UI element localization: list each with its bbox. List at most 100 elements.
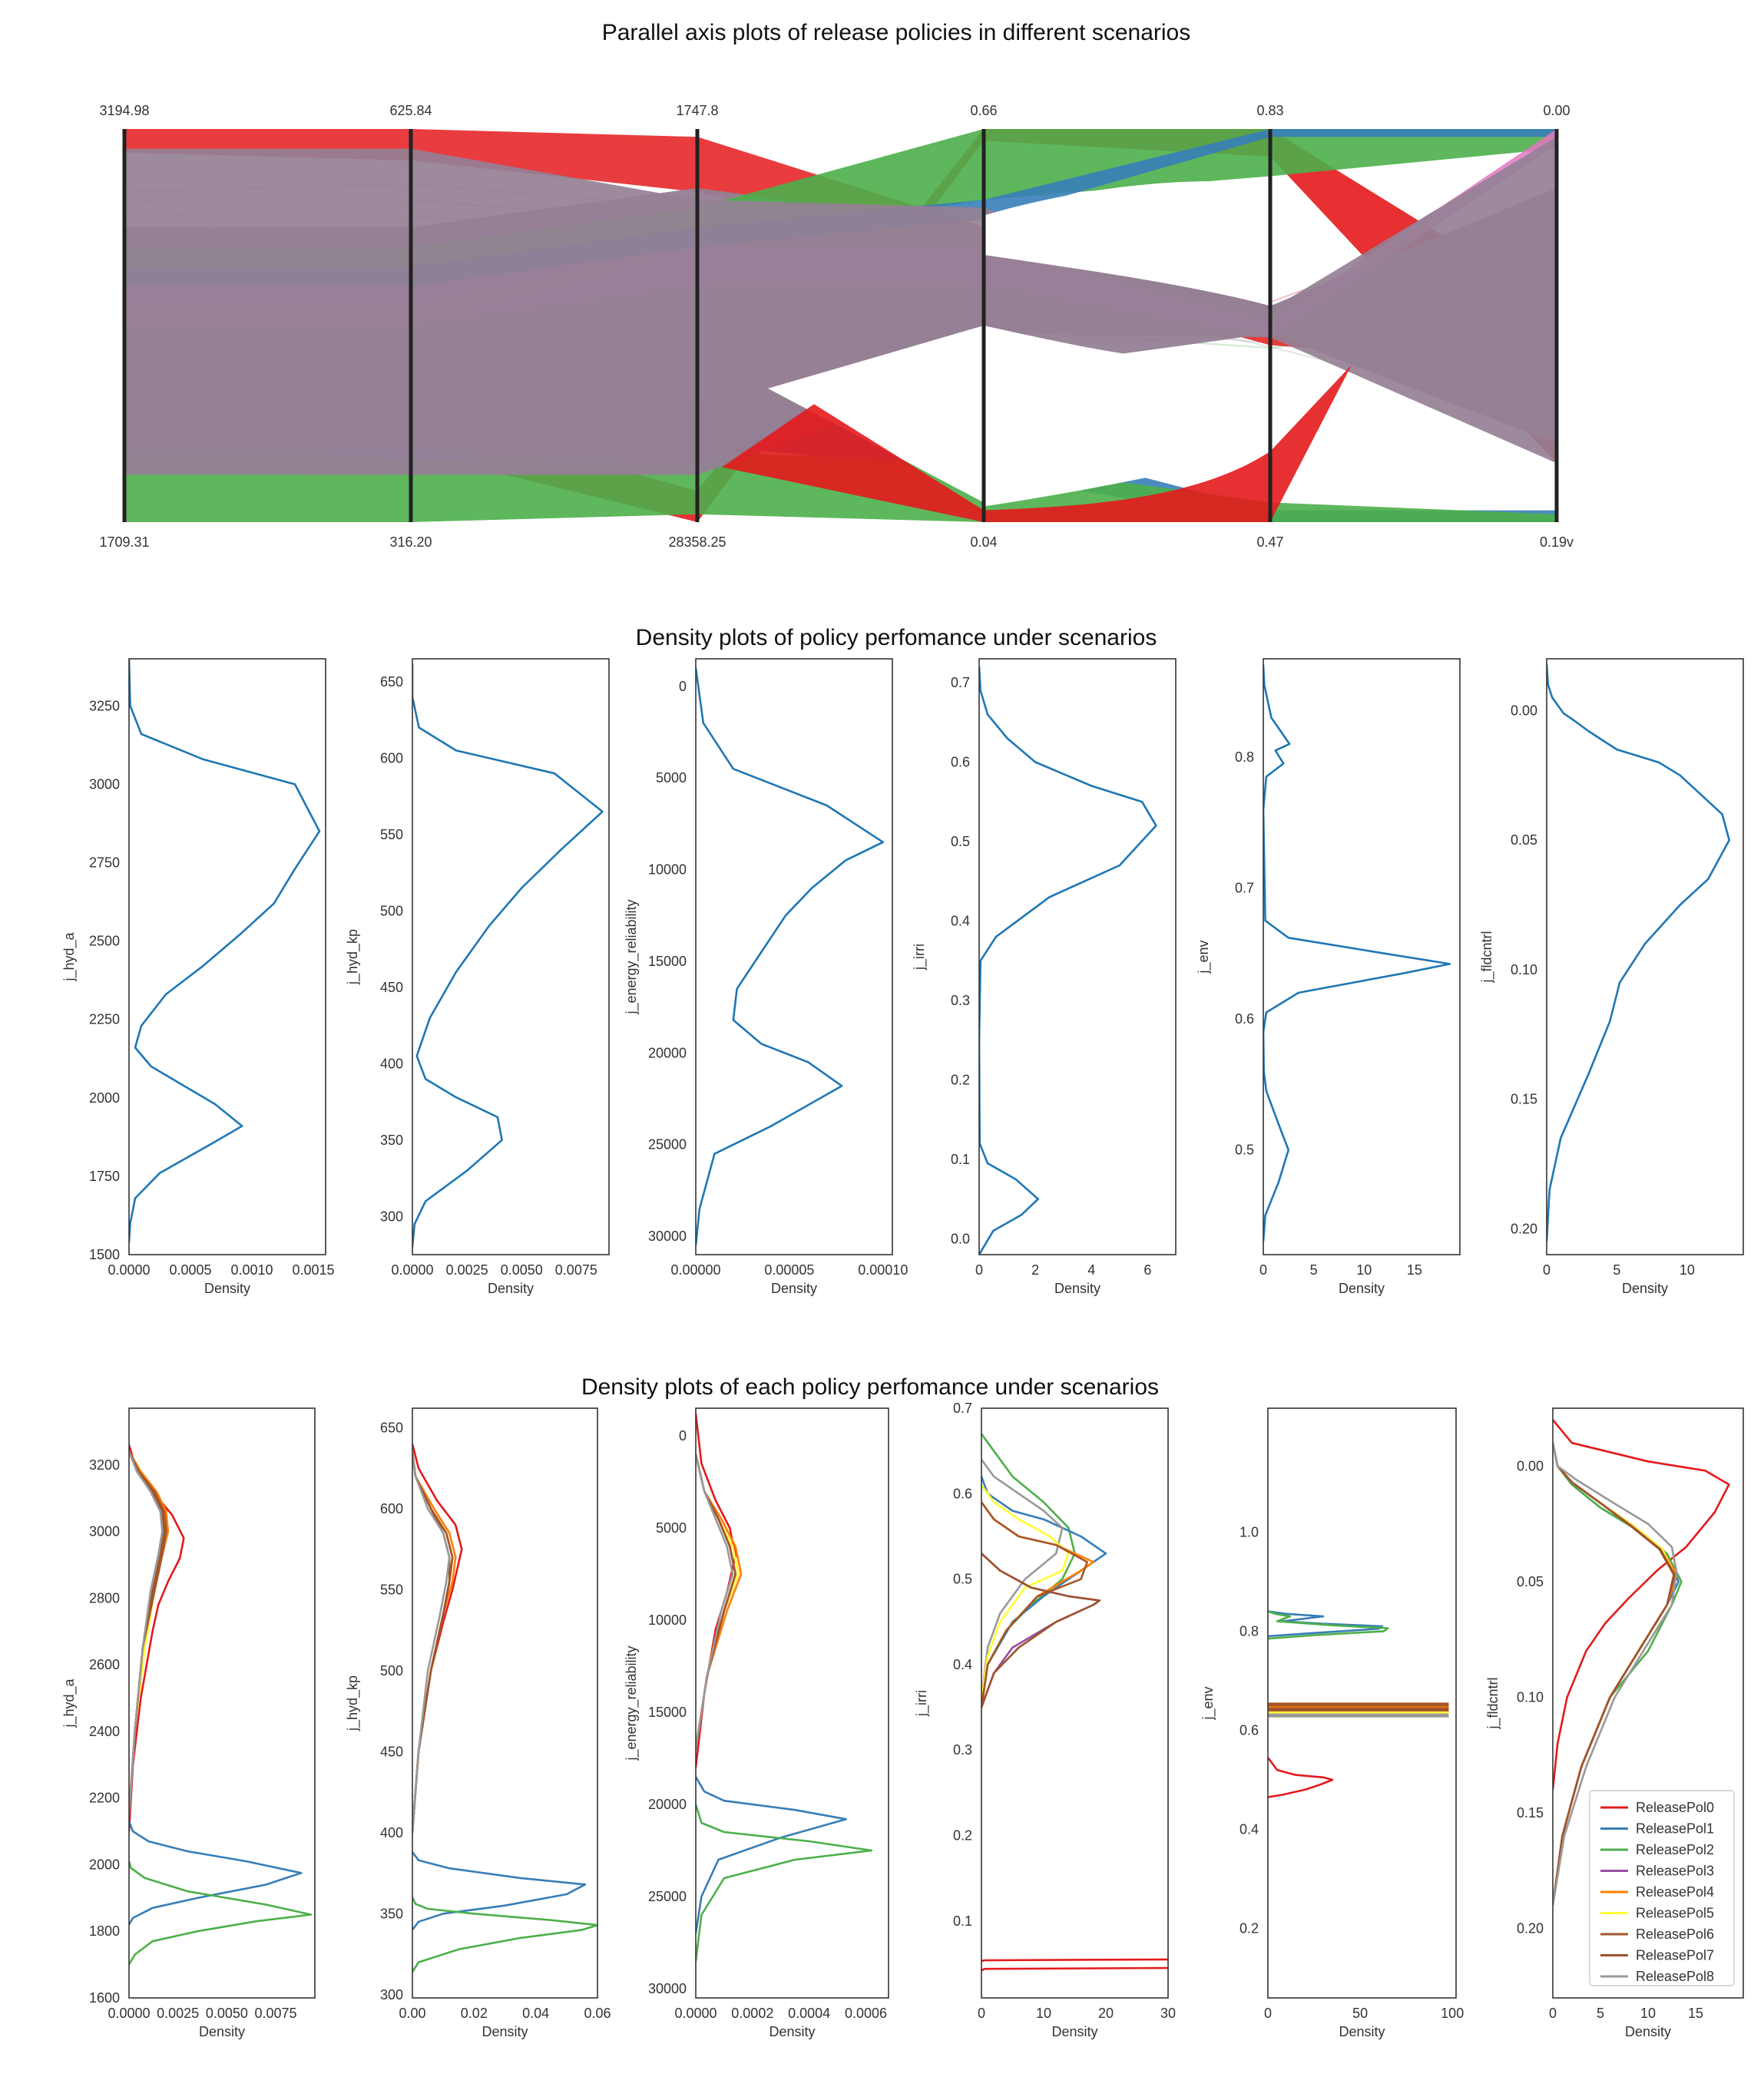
x-tick-label: 0.04 <box>522 2006 549 2021</box>
y-tick-label: 0.6 <box>953 1486 972 1501</box>
y-tick-label: 15000 <box>648 954 687 969</box>
density-curve-releasepol7 <box>412 1451 451 1833</box>
y-tick-label: 0.00 <box>1517 1458 1544 1473</box>
x-tick-label: 10 <box>1680 1262 1695 1278</box>
density-curve-releasepol5 <box>981 1484 1070 1699</box>
y-tick-label: 1750 <box>89 1169 120 1184</box>
density-panel-j_energy_reliability: 0 5000 10000 15000 20000 25000 30000 0.00000 0.0… <box>624 658 908 1296</box>
y-tick-label: 0.5 <box>953 1572 972 1587</box>
legend-label: ReleasePol3 <box>1636 1864 1714 1879</box>
y-tick-label: 0 <box>679 1428 687 1444</box>
density-curve-overall <box>412 663 604 1248</box>
y-tick-label: 0.10 <box>1517 1689 1544 1705</box>
density-curve-releasepol4 <box>981 1501 1095 1708</box>
x-tick-label: 0 <box>978 2006 985 2021</box>
legend-label: ReleasePol8 <box>1636 1969 1714 1984</box>
y-axis-label: j_energy_reliability <box>624 899 640 1014</box>
parallel-gap-lower-right <box>984 326 1270 507</box>
density-panel-j_fldcntrl: 0.00 0.05 0.10 0.15 0.20 0 5 10 15 Density j_fldcn… <box>1485 1407 1744 2039</box>
x-tick-label: 50 <box>1352 2006 1368 2021</box>
density-panel-j_env: 0.2 0.4 0.6 0.8 1.0 0 50 100 Density j_env <box>1200 1407 1464 2039</box>
y-tick-label: 550 <box>380 1582 403 1597</box>
x-tick-label: 0.0075 <box>555 1262 597 1278</box>
x-tick-label: 0.02 <box>461 2006 488 2021</box>
y-tick-label: 0.0 <box>951 1231 970 1246</box>
x-tick-label: 0.06 <box>584 2006 611 2021</box>
x-tick-label: 0 <box>1264 2006 1272 2021</box>
panel-curves <box>412 1444 597 1973</box>
density-curve-releasepol6 <box>412 1451 454 1833</box>
parallel-band-mixed-overlay <box>124 137 1557 468</box>
density-curve-releasepol0 <box>1268 1757 1334 1798</box>
y-axis-label: j_env <box>1196 940 1212 974</box>
panel-frame <box>978 658 1177 1255</box>
density-panel-j_irri: 0.1 0.2 0.3 0.4 0.5 0.6 0.7 0 10 20 30 Density j_irr… <box>914 1401 1176 2039</box>
x-tick-label: 0 <box>1543 1262 1551 1278</box>
panel-frame <box>128 658 326 1255</box>
x-tick-label: 0.00000 <box>670 1262 720 1278</box>
density-panel-j_hyd_a: 1500 1750 2000 2250 2500 2750 3000 3250 0.0000 0.… <box>61 658 335 1296</box>
panel-curves <box>1263 665 1451 1242</box>
density-each-row: 1600180020002200240026002800300032000.00… <box>61 1401 1744 2039</box>
x-tick-label: 0 <box>1259 1262 1267 1278</box>
density-curve-releasepol3 <box>412 1451 454 1833</box>
x-tick-label: 5 <box>1613 1262 1620 1278</box>
y-tick-label: 0.20 <box>1517 1921 1544 1936</box>
panel-frame <box>695 658 893 1255</box>
parallel-gap-upper <box>984 180 1270 306</box>
y-tick-label: 0.1 <box>953 1913 972 1929</box>
density-panel-j_hyd_kp: 300 350 400 450 500 550 600 650 0.00 0.02 0.04 0.06… <box>345 1407 611 2039</box>
x-axis-label: Density <box>488 1281 534 1296</box>
x-axis-label: Density <box>1054 1281 1100 1296</box>
density-curve-releasepol8 <box>981 1459 1064 1699</box>
y-tick-label: 0.8 <box>1235 749 1254 765</box>
density-curve-overall <box>1547 663 1730 1242</box>
y-tick-label: 3200 <box>89 1457 120 1473</box>
y-axis-label: j_irri <box>914 1690 930 1717</box>
y-tick-label: 0.10 <box>1511 962 1537 977</box>
density-panel-j_hyd_kp: 300 350 400 450 500 550 600 650 0.0000 0.0025 0.00… <box>345 658 610 1296</box>
y-tick-label: 300 <box>380 1209 403 1224</box>
density-curve-releasepol8 <box>696 1454 734 1750</box>
y-tick-label: 0.5 <box>951 834 970 849</box>
y-tick-label: 1800 <box>89 1923 120 1939</box>
y-tick-label: 25000 <box>648 1889 687 1904</box>
x-axis-label: Density <box>1051 2024 1097 2039</box>
parallel-axis-bottom-label: 1709.31 <box>99 534 149 550</box>
y-axis-label: j_fldcntrl <box>1485 1677 1501 1729</box>
y-tick-label: 0.15 <box>1517 1805 1544 1821</box>
y-tick-label: 0.3 <box>953 1742 972 1758</box>
parallel-axis-bottom-label: 316.20 <box>389 534 432 550</box>
y-tick-label: 500 <box>380 1663 403 1678</box>
density-curve-releasepol8 <box>412 1451 451 1833</box>
x-tick-label: 6 <box>1143 1262 1151 1278</box>
density-curve-releasepol2 <box>129 1860 313 1966</box>
density-curve-releasepol6 <box>981 1501 1088 1708</box>
y-tick-label: 0.7 <box>951 675 970 690</box>
panel-curves <box>696 667 885 1246</box>
y-tick-label: 0.7 <box>953 1401 972 1416</box>
y-tick-label: 2600 <box>89 1657 120 1672</box>
density-curve-releasepol8 <box>129 1450 164 1815</box>
panel-curves <box>981 1433 1168 1972</box>
y-tick-label: 25000 <box>648 1137 687 1153</box>
y-tick-label: 0.4 <box>953 1657 972 1672</box>
y-tick-label: 350 <box>380 1906 403 1921</box>
y-tick-label: 2400 <box>89 1724 120 1739</box>
parallel-axis-top-label: 0.83 <box>1256 103 1283 118</box>
y-tick-label: 0.2 <box>953 1828 972 1844</box>
parallel-band-pol0-wedge <box>722 404 984 522</box>
density-curve-overall <box>696 667 885 1246</box>
y-tick-label: 0.2 <box>951 1072 970 1087</box>
density-curve-releasepol2 <box>1268 1610 1389 1640</box>
panel-curves <box>696 1414 873 1962</box>
y-axis-label: j_hyd_kp <box>345 1675 361 1731</box>
x-axis-label: Density <box>1625 2024 1671 2039</box>
legend: ReleasePol0 ReleasePol1 ReleasePol2 Release… <box>1589 1790 1735 1986</box>
density-curve-releasepol0 <box>1553 1419 1730 1791</box>
parallel-axis-bottom-label: 0.47 <box>1256 534 1283 550</box>
x-tick-label: 10 <box>1356 1262 1372 1278</box>
parallel-plot-title: Parallel axis plots of release policies … <box>602 20 1191 45</box>
panel-frame <box>695 1407 889 1999</box>
